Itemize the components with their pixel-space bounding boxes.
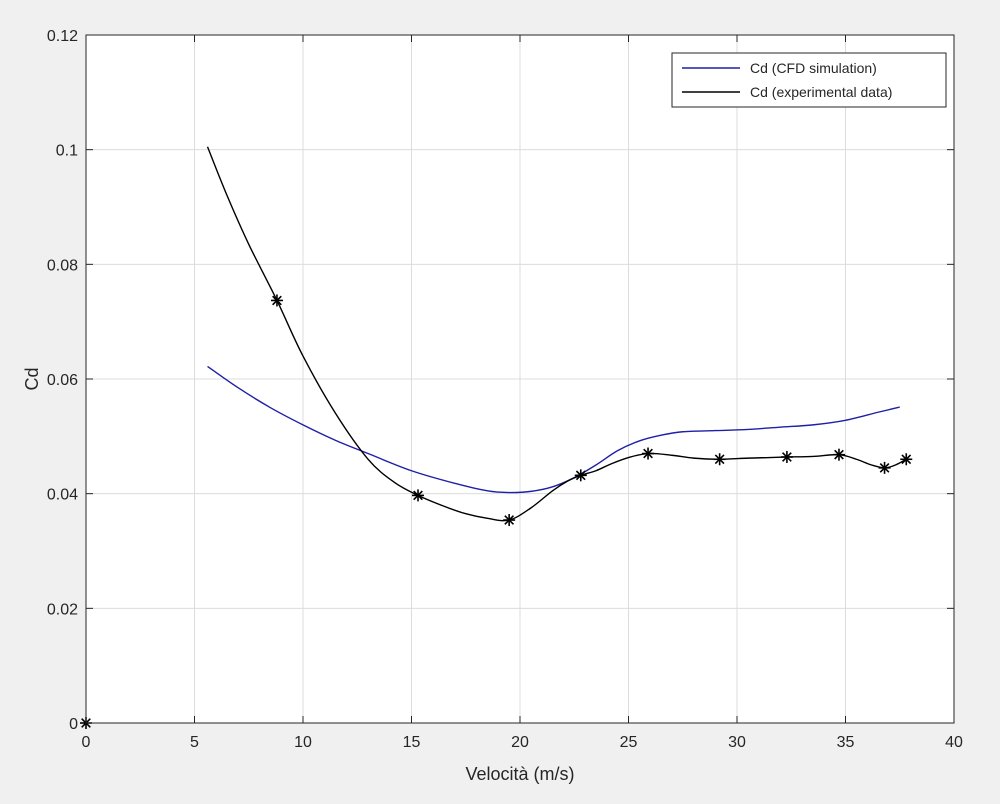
x-axis-label: Velocità (m/s) <box>465 764 574 784</box>
y-tick-label: 0.12 <box>47 28 78 45</box>
x-tick-label: 40 <box>945 734 963 751</box>
y-axis-label: Cd <box>22 367 42 390</box>
x-tick-label: 35 <box>837 734 855 751</box>
data-point-marker <box>412 489 425 502</box>
data-point-marker <box>503 514 516 527</box>
data-point-marker <box>642 447 655 460</box>
axes-box <box>85 34 955 724</box>
legend-label: Cd (experimental data) <box>750 84 892 100</box>
x-tick-label: 30 <box>728 734 746 751</box>
y-tick-label: 0 <box>69 716 78 733</box>
data-point-marker <box>270 294 283 307</box>
y-tick-label: 0.08 <box>47 257 78 274</box>
data-point-marker <box>878 461 891 474</box>
data-point-marker <box>713 453 726 466</box>
x-tick-label: 5 <box>190 734 199 751</box>
data-point-marker <box>832 448 845 461</box>
x-tick-label: 0 <box>82 734 91 751</box>
x-tick-label: 25 <box>620 734 638 751</box>
data-point-marker <box>574 469 587 482</box>
y-tick-label: 0.06 <box>47 372 78 389</box>
y-tick-label: 0.04 <box>47 487 78 504</box>
legend: Cd (CFD simulation) Cd (experimental data… <box>671 52 947 108</box>
data-point-marker <box>900 453 913 466</box>
legend-box <box>671 52 947 108</box>
x-tick-label: 10 <box>294 734 312 751</box>
x-tick-label: 20 <box>511 734 529 751</box>
y-tick-label: 0.1 <box>56 143 78 160</box>
y-tick-label: 0.02 <box>47 601 78 618</box>
legend-label: Cd (CFD simulation) <box>750 60 877 76</box>
series-line-1 <box>206 146 907 522</box>
data-point-marker <box>780 450 793 463</box>
x-tick-label: 15 <box>403 734 421 751</box>
